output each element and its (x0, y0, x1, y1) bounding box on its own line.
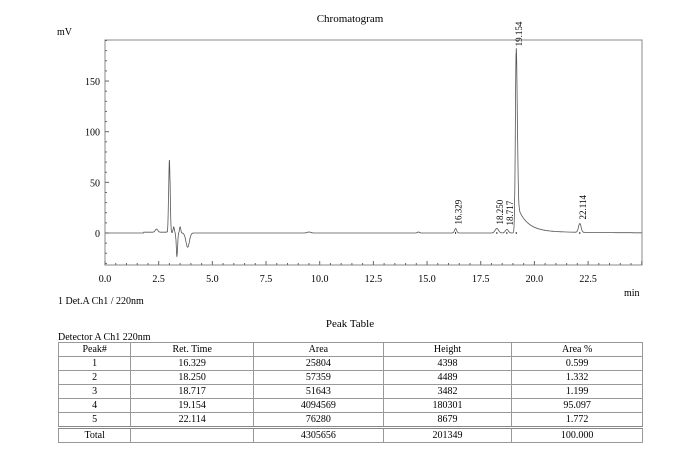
x-tick-label: 10.0 (311, 274, 329, 285)
peak-label: 22.114 (578, 195, 588, 220)
y-tick-label: 150 (85, 77, 100, 88)
table-row: 1 16.329 25804 4398 0.599 (57, 356, 643, 371)
table-cell: 0.599 (511, 356, 643, 371)
y-tick-label: 0 (95, 229, 100, 240)
peak-label: 19.154 (514, 21, 524, 46)
x-tick-label: 12.5 (365, 274, 383, 285)
table-cell: 2 (57, 370, 132, 385)
table-cell: 16.329 (130, 356, 255, 371)
x-tick-label: 15.0 (418, 274, 436, 285)
detector-label: Detector A Ch1 220nm (58, 332, 151, 343)
series-label: 1 Det.A Ch1 / 220nm (58, 296, 144, 307)
table-cell: 57359 (253, 370, 384, 385)
y-tick-label: 100 (85, 128, 100, 139)
table-total-row: Total 4305656 201349 100.000 (57, 426, 643, 443)
table-row: 3 18.717 51643 3482 1.199 (57, 384, 643, 399)
table-cell: 1.772 (511, 412, 643, 428)
table-header-row: Peak# Ret. Time Area Height Area % (57, 342, 643, 357)
table-cell: Area (253, 342, 384, 357)
table-cell: 3482 (382, 384, 513, 399)
peak-label: 18.250 (495, 199, 505, 224)
peak-label: 16.329 (454, 199, 464, 224)
table-cell: 25804 (253, 356, 384, 371)
table-cell: 5 (57, 412, 132, 428)
table-row: 2 18.250 57359 4489 1.332 (57, 370, 643, 385)
table-cell: Height (382, 342, 513, 357)
peak-label: 18.717 (505, 200, 515, 225)
table-cell: 3 (57, 384, 132, 399)
table-cell: 201349 (382, 426, 513, 443)
table-cell: Total (57, 426, 132, 443)
x-tick-label: 2.5 (152, 274, 165, 285)
table-cell (130, 426, 255, 443)
table-row: 4 19.154 4094569 180301 95.097 (57, 398, 643, 413)
table-cell: 1.332 (511, 370, 643, 385)
table-cell: Area % (511, 342, 643, 357)
table-cell: 1 (57, 356, 132, 371)
table-cell: 4489 (382, 370, 513, 385)
x-tick-label: 20.0 (526, 274, 544, 285)
table-cell: 100.000 (511, 426, 643, 443)
x-tick-label: 0.0 (99, 274, 112, 285)
x-tick-label: 5.0 (206, 274, 219, 285)
x-tick-label: 22.5 (579, 274, 597, 285)
plot-frame (104, 39, 643, 266)
table-cell: 4 (57, 398, 132, 413)
table-cell: 8679 (382, 412, 513, 428)
table-cell: 18.250 (130, 370, 255, 385)
x-axis-label: min (624, 288, 640, 299)
peak-table-title: Peak Table (325, 318, 375, 330)
table-cell: 180301 (382, 398, 513, 413)
table-cell: 76280 (253, 412, 384, 428)
peak-table: Peak# Ret. Time Area Height Area % 1 16.329 258… (57, 342, 643, 443)
chromatogram-plot: 0.0 2.5 5.0 7.5 10.0 12.5 15.0 17.5 20.0 22.5 0 50 1… (85, 21, 643, 285)
y-tick-label: 50 (90, 178, 100, 189)
table-cell: 4305656 (253, 426, 384, 443)
table-cell: 51643 (253, 384, 384, 399)
table-cell: 19.154 (130, 398, 255, 413)
table-cell: 4094569 (253, 398, 384, 413)
x-tick-label: 17.5 (472, 274, 490, 285)
table-cell: 22.114 (130, 412, 255, 428)
table-row: 5 22.114 76280 8679 1.772 (57, 412, 643, 428)
chromatogram-trace (105, 48, 642, 258)
table-cell: 1.199 (511, 384, 643, 399)
table-cell: 95.097 (511, 398, 643, 413)
y-axis-label: mV (57, 27, 72, 38)
table-cell: 4398 (382, 356, 513, 371)
table-cell: Peak# (57, 342, 132, 357)
table-cell: 18.717 (130, 384, 255, 399)
chart-title: Chromatogram (316, 13, 384, 25)
x-tick-label: 7.5 (260, 274, 273, 285)
table-cell: Ret. Time (130, 342, 255, 357)
